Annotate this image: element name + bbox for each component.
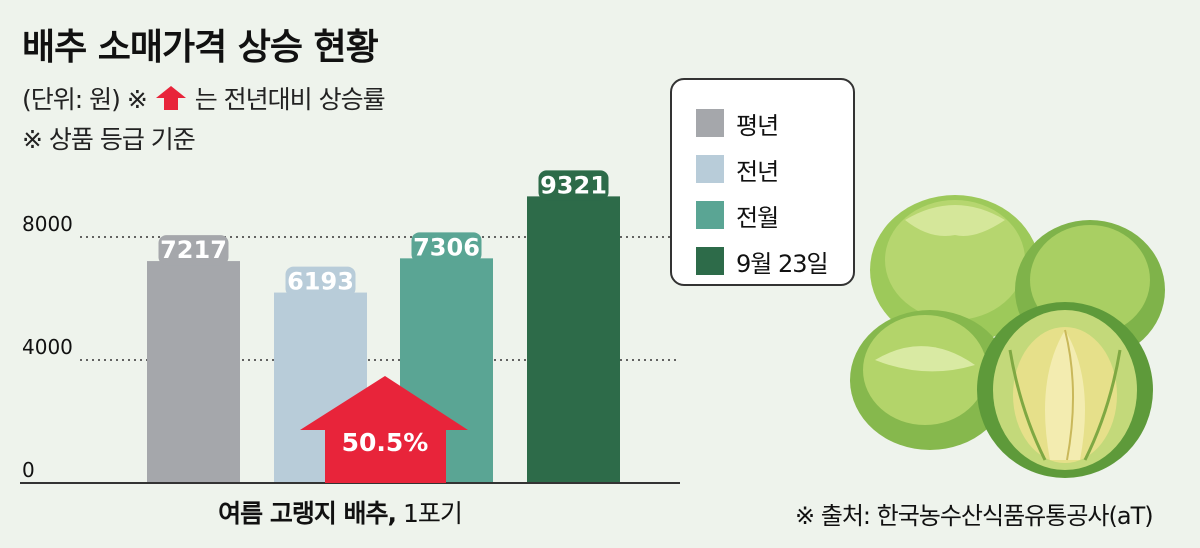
up-arrow-icon xyxy=(300,376,468,483)
x-axis-label-main: 여름 고랭지 배추, xyxy=(218,499,397,528)
value-label: 7306 xyxy=(413,233,480,261)
value-label-bg xyxy=(158,235,229,266)
legend-item-prev-month: 전월 xyxy=(696,192,853,238)
y-tick-label: 4000 xyxy=(22,335,73,359)
bar-4 xyxy=(527,196,620,483)
value-label-bg xyxy=(285,266,356,297)
cabbage-illustration xyxy=(850,195,1165,478)
y-tick-label: 8000 xyxy=(22,212,73,236)
legend-label: 9월 23일 xyxy=(736,249,829,278)
increase-rate-label: 50.5% xyxy=(342,428,429,457)
legend-label: 전년 xyxy=(736,157,779,186)
bar-1 xyxy=(147,261,240,483)
unit-note-prefix: (단위: 원) ※ xyxy=(22,85,148,114)
value-label-bg xyxy=(411,232,482,263)
y-tick-label: 0 xyxy=(22,458,35,482)
source-note: ※ 출처: 한국농수산식품유통공사(aT) xyxy=(795,502,1154,530)
legend-swatch xyxy=(696,155,724,183)
value-label-bg xyxy=(538,170,609,201)
legend: 평년 전년 전월 9월 23일 xyxy=(670,78,855,286)
unit-note-suffix: 는 전년대비 상승률 xyxy=(194,85,386,114)
bar-chart: 0 4000 8000 7217 6193 7306 9321 50.5% xyxy=(20,170,680,484)
value-label: 9321 xyxy=(540,171,607,199)
unit-note: (단위: 원) ※ 는 전년대비 상승률 xyxy=(22,80,386,116)
legend-label: 평년 xyxy=(736,111,779,140)
up-arrow-icon xyxy=(155,86,186,110)
legend-swatch xyxy=(696,247,724,275)
value-label: 7217 xyxy=(160,236,227,264)
legend-item-prev-year: 전년 xyxy=(696,146,853,192)
legend-item-avg-year: 평년 xyxy=(696,100,853,146)
legend-swatch xyxy=(696,201,724,229)
chart-title: 배추 소매가격 상승 현황 xyxy=(22,27,379,68)
value-label: 6193 xyxy=(287,268,354,296)
legend-swatch xyxy=(696,109,724,137)
legend-item-current: 9월 23일 xyxy=(696,238,853,284)
grade-note: ※ 상품 등급 기준 xyxy=(22,125,196,154)
x-axis-label: 여름 고랭지 배추, 1포기 xyxy=(0,494,680,530)
legend-label: 전월 xyxy=(736,203,779,232)
x-axis-label-unit: 1포기 xyxy=(402,499,463,528)
